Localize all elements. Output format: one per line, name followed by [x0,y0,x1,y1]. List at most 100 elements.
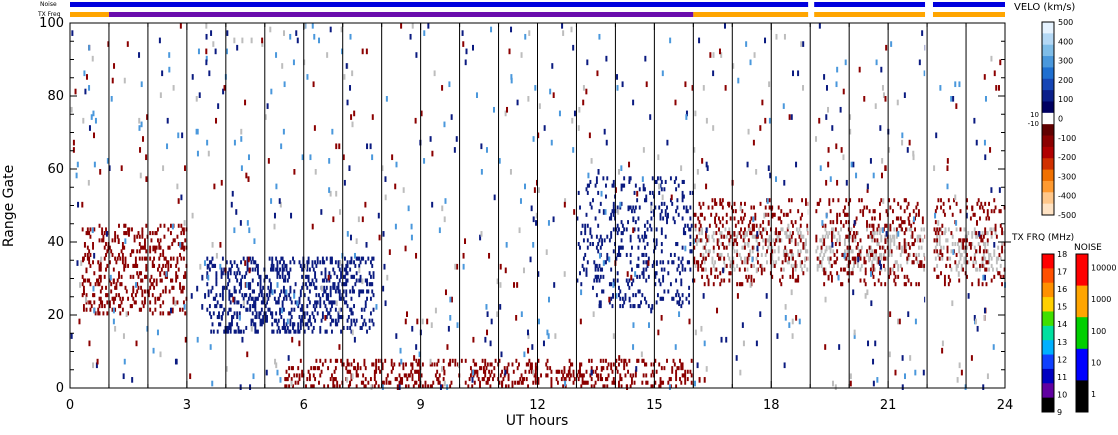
range-gate-cell [777,205,780,210]
range-gate-cell [680,260,683,265]
range-gate-cell [933,227,936,232]
range-gate-cell [705,234,707,239]
hour-lines [108,23,967,388]
range-gate-cell [429,136,432,142]
range-gate-cell [349,325,352,330]
range-gate-cell [236,311,239,316]
range-gate-cell [688,318,691,325]
range-gate-cell [872,380,875,387]
range-gate-cell [888,351,891,358]
range-gate-cell [314,377,317,382]
range-gate-cell [136,282,139,287]
range-gate-cell [246,351,249,358]
range-gate-cell [333,384,336,389]
range-gate-cell [331,304,333,309]
range-gate-cell [585,212,588,217]
range-gate-cell [680,380,683,385]
range-gate-cell [233,289,236,294]
range-gate-cell [788,234,791,239]
range-gate-cell [762,227,765,232]
range-gate-cell [795,278,798,283]
range-gate-cell [562,373,565,378]
range-gate-cell [705,183,708,190]
range-gate-cell [496,278,499,285]
range-gate-cell [908,245,911,250]
range-gate-cell [794,260,797,265]
range-gate-cell [645,373,648,378]
range-gate-cell [475,92,478,98]
range-gate-cell [364,384,367,389]
range-gate-cell [595,278,598,283]
range-gate-cell [823,252,826,257]
range-gate-cell [916,234,919,239]
range-gate-cell [993,198,996,203]
range-gate-cell [82,256,85,263]
range-gate-cell [924,296,927,303]
range-gate-cell [106,249,109,254]
range-gate-cell [846,245,849,250]
range-gate-cell [660,187,663,192]
range-gate-cell [885,44,888,51]
range-gate-cell [209,344,212,350]
range-gate-cell [819,238,822,243]
range-gate-cell [743,234,746,239]
range-gate-cell [269,282,272,287]
range-gate-cell [524,33,527,40]
range-gate-cell [693,212,696,217]
range-gate-cell [281,267,284,272]
range-gate-cell [530,205,533,212]
range-gate-cell [314,307,317,312]
range-gate-cell [235,209,238,215]
range-gate-cell [788,238,791,244]
range-gate-cell [661,194,664,201]
range-gate-cell [675,377,678,382]
range-gate-cell [632,278,635,283]
range-gate-cell [210,315,213,320]
range-gate-cell [529,366,532,371]
range-gate-cell [520,311,523,317]
range-gate-cell [597,377,600,382]
range-gate-cell [515,315,518,321]
range-gate-cell [732,256,735,261]
range-gate-cell [866,223,868,228]
range-gate-cell [88,249,91,254]
range-gate-cell [880,238,883,243]
range-gate-cell [612,249,615,254]
range-gate-cell [984,245,987,250]
range-gate-cell [947,274,950,279]
range-gate-cell [297,304,300,309]
range-gate-cell [952,96,955,102]
range-gate-cell [715,231,718,236]
range-gate-cell [850,271,853,276]
range-gate-cell [627,369,630,374]
range-gate-cell [410,223,413,230]
range-gate-cell [236,315,239,320]
range-gate-cell [823,271,826,276]
range-gate-cell [582,373,585,378]
range-gate-cell [384,194,387,201]
range-gate-cell [78,318,81,325]
range-gate-cell [638,238,641,243]
range-gate-cell [181,285,184,290]
range-gate-cell [666,205,668,210]
range-gate-cell [777,238,780,243]
range-gate-cell [646,380,649,385]
range-gate-cell [181,289,184,294]
txfreq-colorbar-swatch [1042,325,1054,341]
range-gate-cell [138,125,141,131]
range-gate-cell [905,249,907,254]
velocity-colorbar-swatch [1042,192,1054,205]
range-gate-cell [233,37,236,44]
range-gate-cell [230,201,233,208]
range-gate-cell [873,216,876,221]
range-gate-cell [714,216,717,221]
range-gate-cell [763,227,766,232]
range-gate-cell [511,384,514,389]
range-gate-cell [747,256,750,261]
range-gate-cell [111,252,114,257]
range-gate-cell [368,282,371,287]
range-gate-cell [215,304,218,309]
range-gate-cell [191,212,194,219]
range-gate-cell [438,227,441,234]
range-gate-cell [159,311,162,316]
